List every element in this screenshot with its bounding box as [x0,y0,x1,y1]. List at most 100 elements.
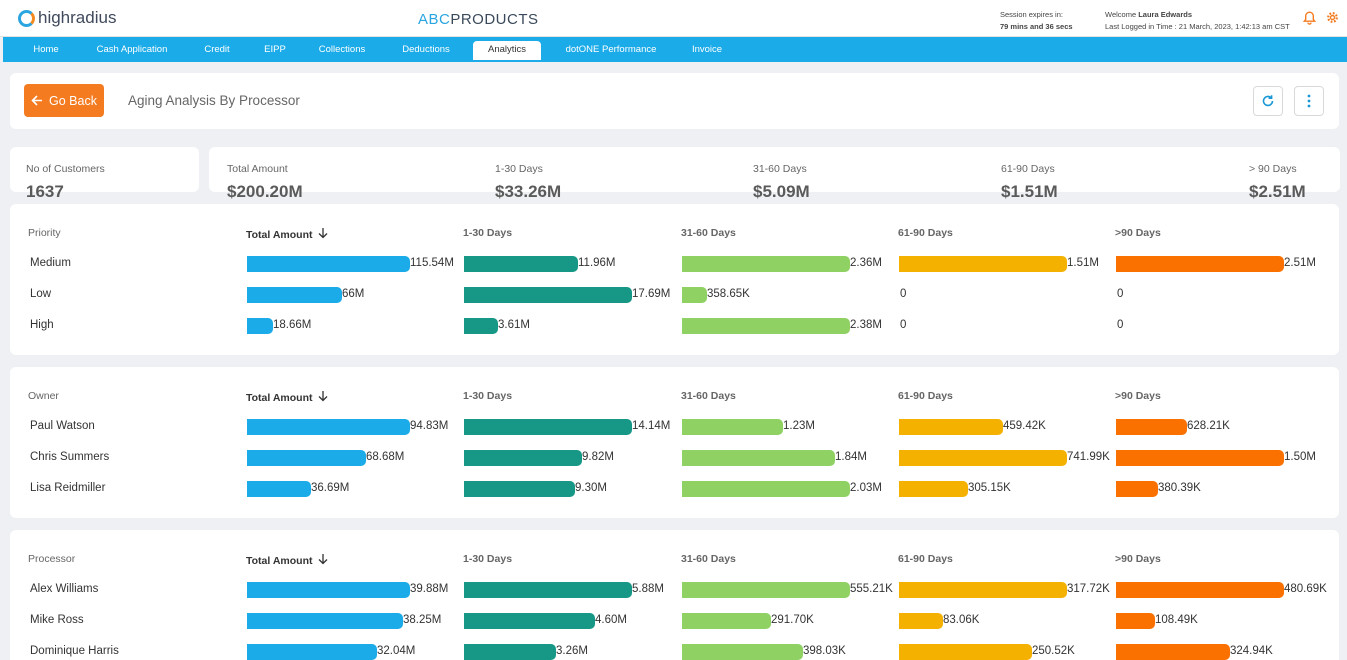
processor-bar-31-60[interactable] [682,644,803,660]
stat-label-total-amount: Total Amount [227,163,288,175]
priority-bar-1-30[interactable] [464,256,578,272]
go-back-button[interactable]: Go Back [24,84,104,117]
logo-mark-icon [18,9,35,27]
processor-bar-1-30[interactable] [464,613,595,629]
owner-value-total: 68.68M [366,451,405,463]
priority-value-1-30: 17.69M [632,288,671,300]
nav-tab-cash-application[interactable]: Cash Application [96,44,168,55]
priority-bar-1-30[interactable] [464,287,632,303]
priority-value-total: 66M [342,288,365,300]
session-label: Session expires in: [1000,10,1063,19]
priority-header-61-90: 61-90 Days [898,227,953,239]
processor-value-1-30: 3.26M [556,645,588,657]
nav-tab-collections[interactable]: Collections [318,44,366,55]
priority-value-over-90: 0 [1117,288,1124,300]
processor-bar-total[interactable] [247,613,403,629]
processor-header-1-30: 1-30 Days [463,553,513,565]
priority-header-total-amount[interactable]: Total Amount [246,227,328,242]
sort-down-arrow-icon[interactable] [318,227,328,242]
priority-bar-total[interactable] [247,287,342,303]
processor-bar-61-90[interactable] [899,644,1032,660]
processor-bar-1-30[interactable] [464,644,556,660]
brand-prefix: ABC [418,11,451,28]
processor-bar-61-90[interactable] [899,613,943,629]
priority-bar-31-60[interactable] [682,318,850,334]
processor-bar-total[interactable] [247,644,377,660]
processor-value-over-90: 108.49K [1155,614,1198,626]
nav-tab-home[interactable]: Home [33,44,59,55]
stat-value-over-90-days: $2.51M [1249,182,1306,201]
owner-bar-total[interactable] [247,450,366,466]
processor-bar-31-60[interactable] [682,582,850,598]
priority-bar-31-60[interactable] [682,287,707,303]
processor-bar-total[interactable] [247,582,410,598]
processor-bar-over-90[interactable] [1116,644,1230,660]
owner-bar-over-90[interactable] [1116,481,1158,497]
owner-bar-total[interactable] [247,481,311,497]
processor-bar-61-90[interactable] [899,582,1067,598]
processor-bar-over-90[interactable] [1116,582,1284,598]
amount-summary-card [209,147,1340,192]
nav-tab-invoice[interactable]: Invoice [691,44,723,55]
nav-tab-eipp[interactable]: EIPP [264,44,286,55]
nav-tab-dotone-performance[interactable]: dotONE Performance [565,44,657,55]
processor-bar-31-60[interactable] [682,613,771,629]
owner-value-31-60: 1.84M [835,451,867,463]
stat-value-total-amount: $200.20M [227,182,303,201]
owner-header-total-amount[interactable]: Total Amount [246,390,328,405]
owner-bar-1-30[interactable] [464,419,632,435]
owner-bar-61-90[interactable] [899,419,1003,435]
owner-row-name: Paul Watson [30,420,95,432]
owner-value-1-30: 14.14M [632,420,671,432]
nav-tab-deductions[interactable]: Deductions [402,44,450,55]
priority-bar-total[interactable] [247,256,410,272]
owner-bar-1-30[interactable] [464,450,582,466]
priority-value-31-60: 2.38M [850,319,882,331]
owner-value-over-90: 1.50M [1284,451,1316,463]
owner-bar-over-90[interactable] [1116,450,1284,466]
sort-down-arrow-icon[interactable] [318,390,328,405]
priority-bar-61-90[interactable] [899,256,1067,272]
processor-value-total: 32.04M [377,645,416,657]
owner-header-1-30: 1-30 Days [463,390,513,402]
owner-row-name: Lisa Reidmiller [30,482,106,494]
priority-header-total-amount-label: Total Amount [246,228,313,241]
processor-bar-1-30[interactable] [464,582,632,598]
priority-bar-total[interactable] [247,318,273,334]
stat-label-over-90-days: > 90 Days [1249,163,1297,175]
bell-icon[interactable] [1302,11,1316,25]
owner-bar-31-60[interactable] [682,481,850,497]
stat-value-1-30-days: $33.26M [495,182,562,201]
owner-group-header: Owner [28,390,59,402]
owner-bar-over-90[interactable] [1116,419,1187,435]
processor-row-name: Mike Ross [30,614,84,626]
logo-text: highradius [38,8,117,27]
more-options-button[interactable] [1294,86,1324,116]
priority-bar-31-60[interactable] [682,256,850,272]
priority-value-over-90: 2.51M [1284,257,1316,269]
highradius-logo[interactable]: highradius [18,8,116,28]
processor-value-31-60: 555.21K [850,583,893,595]
top-bar: highradius ABCPRODUCTS Session expires i… [0,0,1347,37]
owner-bar-1-30[interactable] [464,481,575,497]
processor-header-31-60: 31-60 Days [681,553,736,565]
owner-value-31-60: 1.23M [783,420,815,432]
settings-gear-icon[interactable] [1325,11,1339,25]
nav-tab-analytics[interactable]: Analytics [473,41,541,62]
priority-bar-over-90[interactable] [1116,256,1284,272]
sort-down-arrow-icon[interactable] [318,553,328,568]
nav-tab-credit[interactable]: Credit [204,44,230,55]
owner-bar-61-90[interactable] [899,450,1067,466]
owner-bar-31-60[interactable] [682,419,783,435]
session-info: Session expires in: 79 mins and 36 secs [1000,9,1073,33]
processor-bar-over-90[interactable] [1116,613,1155,629]
user-name: Laura Edwards [1138,10,1192,19]
priority-bar-1-30[interactable] [464,318,498,334]
owner-bar-31-60[interactable] [682,450,835,466]
refresh-button[interactable] [1253,86,1283,116]
priority-row-name: Low [30,288,52,300]
processor-header-total-amount[interactable]: Total Amount [246,553,328,568]
owner-bar-61-90[interactable] [899,481,968,497]
priority-header-over-90: >90 Days [1115,227,1161,239]
owner-bar-total[interactable] [247,419,410,435]
